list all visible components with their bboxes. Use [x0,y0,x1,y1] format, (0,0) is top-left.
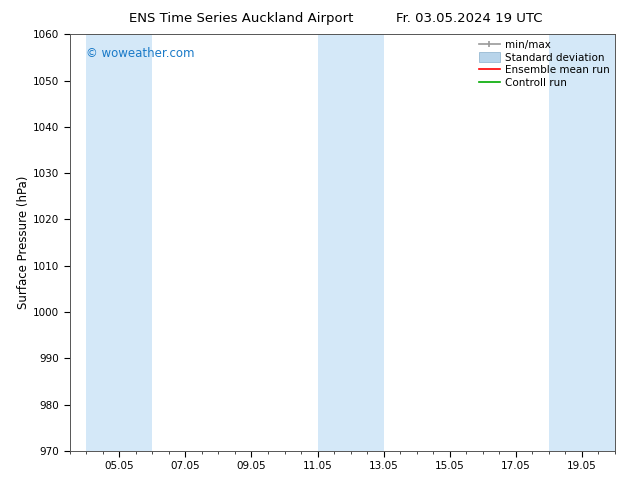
Bar [549,34,615,451]
Bar [86,34,152,451]
Text: Fr. 03.05.2024 19 UTC: Fr. 03.05.2024 19 UTC [396,12,543,25]
Legend: min/max, Standard deviation, Ensemble mean run, Controll run: min/max, Standard deviation, Ensemble me… [477,37,612,90]
Y-axis label: Surface Pressure (hPa): Surface Pressure (hPa) [17,176,30,309]
Text: © woweather.com: © woweather.com [86,47,195,60]
Text: ENS Time Series Auckland Airport: ENS Time Series Auckland Airport [129,12,353,25]
Bar [318,34,384,451]
